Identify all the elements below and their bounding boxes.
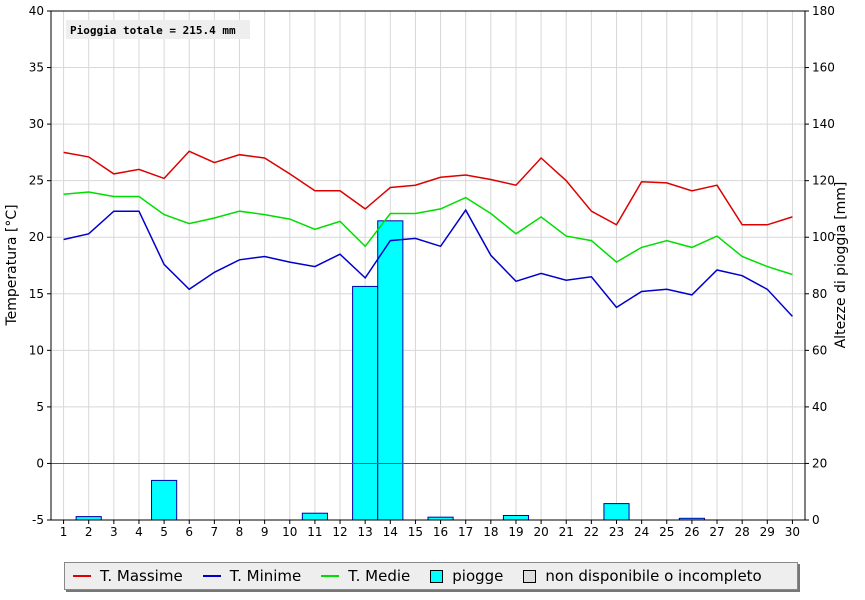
rain-bar-day-11	[301, 512, 328, 521]
left-axis-title: Temperatura [°C]	[4, 204, 20, 326]
legend-item-3: piogge	[430, 567, 503, 585]
x-tick-label: 16	[433, 525, 448, 539]
left-tick-label: 20	[29, 230, 44, 244]
x-tick-label: 17	[458, 525, 473, 539]
x-tick-label: 21	[559, 525, 574, 539]
temperature-lines	[63, 150, 793, 317]
x-tick-label: 10	[282, 525, 297, 539]
legend-swatch	[73, 575, 91, 577]
x-tick-label: 28	[735, 525, 750, 539]
left-tick-label: 15	[29, 287, 44, 301]
rain-bar-day-23	[603, 503, 630, 521]
legend-item-0: T. Massime	[73, 567, 183, 585]
rain-bar-day-13	[352, 285, 379, 521]
x-tick-label: 14	[383, 525, 398, 539]
legend-swatch	[523, 569, 537, 583]
right-tick-label: 100	[812, 230, 835, 244]
legend-swatch	[430, 569, 444, 583]
rain-bar-day-2	[75, 516, 102, 521]
x-tick-label: 15	[408, 525, 423, 539]
right-tick-label: 60	[812, 343, 827, 357]
series-t-minime	[63, 208, 793, 317]
legend-item-2: T. Medie	[321, 567, 410, 585]
grid	[51, 10, 805, 521]
x-tick-label: 6	[185, 525, 193, 539]
right-tick-label: 80	[812, 287, 827, 301]
left-tick-label: 5	[36, 400, 44, 414]
legend-swatch	[202, 575, 221, 577]
legend: T. Massime T. Minime T. Medie piogge non dis…	[64, 562, 798, 590]
x-tick-label: 1	[60, 525, 68, 539]
legend-item-1: T. Minime	[202, 567, 302, 585]
x-tick-label: 13	[358, 525, 373, 539]
rain-bar-day-14	[377, 220, 404, 521]
x-tick-label: 18	[483, 525, 498, 539]
x-tick-label: 7	[211, 525, 219, 539]
legend-label: T. Minime	[229, 567, 302, 585]
left-axis-ticks: -5 0 5 10 15 20 25 30 35 40	[29, 4, 51, 527]
right-axis-ticks: 0 20 40 60 80 100 120 140 160 180	[805, 4, 835, 527]
x-tick-label: 5	[160, 525, 168, 539]
x-tick-label: 8	[236, 525, 244, 539]
left-tick-label: 40	[29, 4, 44, 18]
right-tick-label: 0	[812, 513, 820, 527]
legend-item-4: non disponibile o incompleto	[523, 567, 762, 585]
x-tick-label: 9	[261, 525, 269, 539]
left-tick-label: 0	[36, 456, 44, 470]
left-tick-label: 25	[29, 174, 44, 188]
x-tick-label: 24	[634, 525, 649, 539]
right-tick-label: 140	[812, 117, 835, 131]
x-tick-label: 3	[110, 525, 118, 539]
rain-bar-day-19	[502, 514, 530, 521]
x-tick-label: 29	[760, 525, 775, 539]
left-tick-label: 10	[29, 343, 44, 357]
legend-label: T. Medie	[348, 567, 411, 585]
x-tick-label: 4	[135, 525, 143, 539]
x-tick-label: 2	[85, 525, 93, 539]
x-tick-label: 23	[609, 525, 624, 539]
x-tick-label: 22	[584, 525, 599, 539]
rain-bars	[75, 220, 705, 521]
x-tick-label: 27	[709, 525, 724, 539]
x-tick-label: 19	[508, 525, 523, 539]
legend-label: piogge	[452, 567, 504, 585]
legend-label: T. Massime	[100, 567, 183, 585]
x-axis-ticks: 1 2 3 4 5 6 7 8 9 10 11 12 13 14 15 16 17 18 19 20 21 22 23 24 2…	[60, 520, 800, 539]
x-tick-label: 30	[785, 525, 800, 539]
x-tick-label: 11	[307, 525, 322, 539]
legend-swatch	[321, 575, 340, 577]
right-axis-title: Altezze di pioggia [mm]	[833, 182, 849, 349]
right-tick-label: 40	[812, 400, 827, 414]
series-t-medie	[63, 191, 793, 276]
left-tick-label: 30	[29, 117, 44, 131]
x-tick-label: 20	[533, 525, 548, 539]
x-tick-label: 26	[684, 525, 699, 539]
x-tick-label: 12	[332, 525, 347, 539]
rain-bar-day-5	[151, 479, 178, 521]
right-tick-label: 180	[812, 4, 835, 18]
series-t-massime	[63, 150, 793, 226]
plot-frame	[50, 10, 806, 521]
right-tick-label: 120	[812, 174, 835, 188]
total-rain-label: Pioggia totale = 215.4 mm	[70, 24, 236, 37]
left-tick-label: -5	[32, 513, 44, 527]
right-tick-label: 160	[812, 61, 835, 75]
total-rain-box	[66, 20, 250, 39]
left-tick-label: 35	[29, 61, 44, 75]
legend-label: non disponibile o incompleto	[545, 567, 762, 585]
x-tick-label: 25	[659, 525, 674, 539]
right-tick-label: 20	[812, 456, 827, 470]
